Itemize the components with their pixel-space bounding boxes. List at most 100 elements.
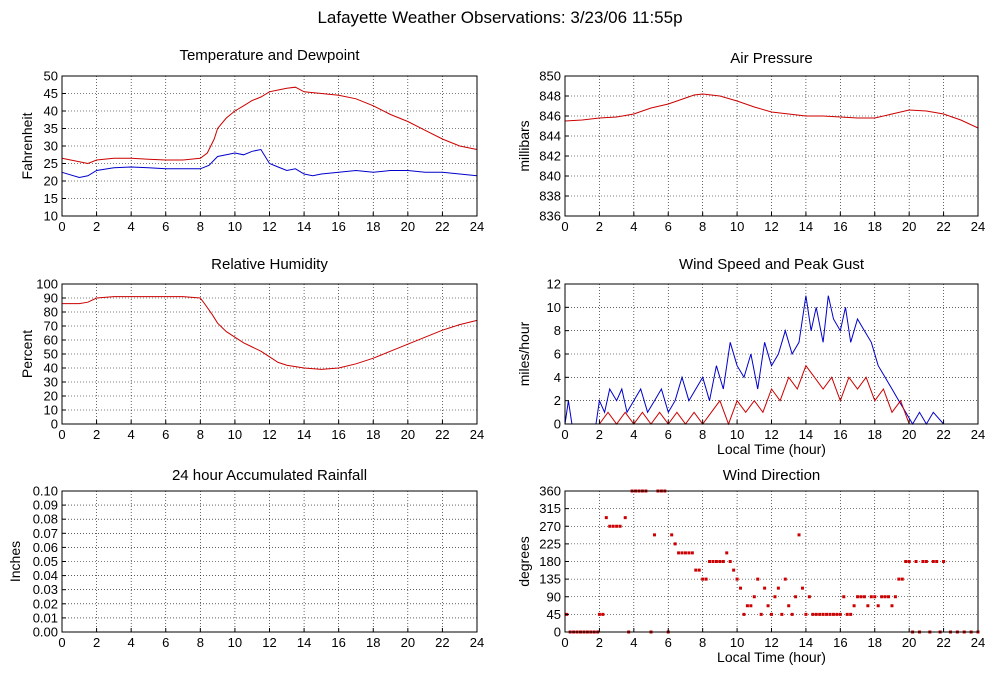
- x-tick-label: 14: [799, 635, 813, 650]
- data-point: [766, 604, 770, 608]
- x-tick-label: 24: [470, 427, 484, 442]
- data-point: [831, 612, 835, 616]
- data-point: [618, 524, 622, 528]
- y-tick-label: 850: [539, 69, 561, 84]
- x-tick-label: 10: [228, 635, 242, 650]
- x-tick-label: 4: [128, 427, 135, 442]
- x-tick-label: 24: [971, 219, 985, 234]
- x-tick-label: 12: [764, 219, 778, 234]
- x-tick-label: 24: [971, 635, 985, 650]
- panel-title: Air Pressure: [730, 50, 813, 67]
- panel-title: Wind Direction: [723, 467, 821, 484]
- x-tick-label: 24: [470, 635, 484, 650]
- y-tick-label: 100: [36, 277, 58, 292]
- y-tick-label: 0.02: [33, 596, 58, 611]
- data-point: [900, 577, 904, 581]
- data-point: [601, 612, 605, 616]
- data-point: [845, 612, 849, 616]
- x-tick-label: 10: [730, 635, 744, 650]
- x-tick-label: 12: [262, 219, 276, 234]
- x-tick-label: 2: [596, 635, 603, 650]
- x-tick-label: 20: [902, 219, 916, 234]
- series-line-red: [61, 86, 478, 165]
- y-tick-label: 0.04: [33, 568, 58, 583]
- data-point: [800, 586, 804, 590]
- page-title: Lafayette Weather Observations: 3/23/06 …: [317, 8, 683, 27]
- data-point: [728, 560, 732, 563]
- data-point: [783, 577, 787, 581]
- y-tick-label: 0.05: [33, 554, 58, 569]
- data-point: [828, 612, 832, 616]
- data-point: [794, 595, 798, 599]
- data-point: [756, 577, 760, 581]
- data-point: [876, 604, 880, 608]
- y-tick-label: 10: [44, 209, 58, 224]
- x-tick-label: 0: [561, 219, 568, 234]
- panel-title: Relative Humidity: [211, 256, 328, 273]
- x-tick-label: 22: [936, 427, 950, 442]
- data-point: [670, 533, 674, 537]
- y-tick-label: 8: [554, 323, 561, 338]
- x-tick-label: 10: [228, 219, 242, 234]
- data-point: [735, 577, 739, 581]
- data-point: [935, 560, 939, 563]
- y-tick-label: 360: [539, 484, 561, 499]
- y-tick-label: 35: [44, 121, 58, 136]
- y-tick-label: 30: [44, 139, 58, 154]
- x-tick-label: 18: [868, 219, 882, 234]
- data-point: [887, 595, 891, 599]
- x-tick-label: 22: [435, 635, 449, 650]
- x-tick-label: 12: [764, 635, 778, 650]
- x-tick-label: 24: [971, 427, 985, 442]
- data-point: [849, 612, 853, 616]
- y-tick-label: 4: [554, 370, 561, 385]
- data-point: [780, 612, 784, 616]
- x-tick-label: 14: [297, 635, 311, 650]
- data-point: [852, 604, 856, 608]
- y-tick-label: 6: [554, 347, 561, 362]
- y-tick-label: 2: [554, 393, 561, 408]
- data-point: [611, 524, 615, 528]
- data-point: [942, 560, 946, 563]
- x-tick-label: 22: [435, 427, 449, 442]
- y-tick-label: 0.07: [33, 526, 58, 541]
- y-tick-label: 0.00: [33, 625, 58, 640]
- y-axis-label: Inches: [7, 541, 23, 582]
- data-point: [721, 560, 725, 563]
- x-tick-label: 6: [665, 635, 672, 650]
- data-point: [763, 586, 767, 590]
- data-point: [931, 560, 935, 563]
- x-tick-label: 10: [730, 427, 744, 442]
- y-tick-label: 40: [44, 361, 58, 376]
- y-tick-label: 0: [554, 417, 561, 432]
- data-point: [776, 586, 780, 590]
- y-tick-label: 0: [51, 417, 58, 432]
- data-point: [604, 516, 608, 520]
- data-point: [835, 612, 839, 616]
- data-point: [608, 524, 612, 528]
- x-tick-label: 2: [596, 427, 603, 442]
- x-tick-label: 6: [665, 219, 672, 234]
- data-point: [652, 533, 656, 537]
- x-tick-label: 20: [902, 635, 916, 650]
- data-point: [818, 612, 822, 616]
- x-tick-label: 20: [401, 427, 415, 442]
- x-tick-label: 22: [936, 219, 950, 234]
- data-point: [811, 612, 815, 616]
- y-tick-label: 840: [539, 169, 561, 184]
- panel-title: Temperature and Dewpoint: [179, 47, 360, 64]
- data-point: [921, 560, 925, 563]
- y-tick-label: 12: [547, 277, 561, 292]
- data-point: [701, 577, 705, 581]
- x-tick-label: 4: [630, 635, 637, 650]
- data-point: [869, 595, 873, 599]
- x-tick-label: 14: [799, 219, 813, 234]
- x-tick-label: 4: [630, 219, 637, 234]
- y-tick-label: 10: [44, 403, 58, 418]
- panel-title: Wind Speed and Peak Gust: [679, 256, 865, 273]
